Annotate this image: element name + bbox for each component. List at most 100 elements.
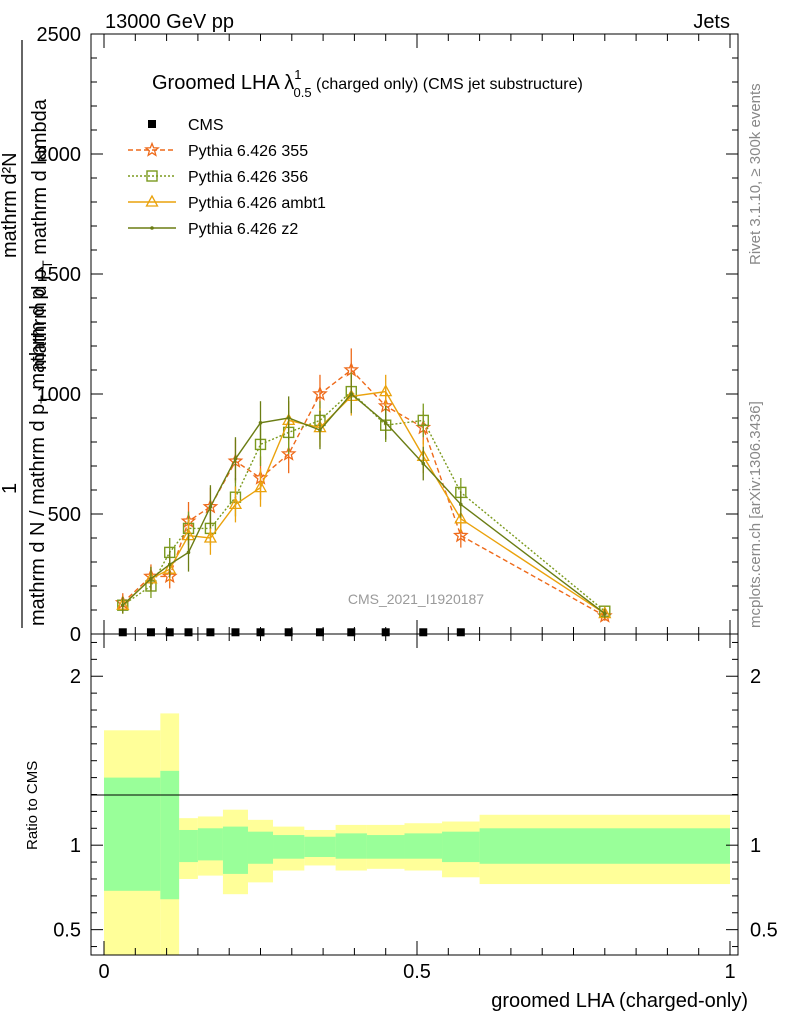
legend-label-p356: Pythia 6.426 356 xyxy=(188,169,308,186)
legend-label-p355: Pythia 6.426 355 xyxy=(188,143,308,160)
data-point-ambt1 xyxy=(253,480,268,493)
data-point-cms xyxy=(315,628,324,637)
data-point-ambt1 xyxy=(228,497,243,510)
data-point-cms xyxy=(165,628,174,637)
ylabel-one: 1 xyxy=(0,483,21,494)
main-y-tick-label: 2000 xyxy=(37,144,82,166)
data-point-ambt1 xyxy=(454,511,468,524)
x-tick-label: 0 xyxy=(98,961,109,983)
series-layer xyxy=(114,348,613,623)
mcplots-label: mcplots.cern.ch [arXiv:1306.3436] xyxy=(747,401,764,628)
legend-marker-ambt1 xyxy=(145,194,159,207)
legend-label-ambt1: Pythia 6.426 ambt1 xyxy=(188,195,326,212)
ratio-band-inner-6 xyxy=(273,835,305,859)
ratio-band-inner-4 xyxy=(222,826,248,874)
ratio-band-inner-3 xyxy=(197,828,223,861)
x-tick-label: 1 xyxy=(724,961,735,983)
data-point-z2 xyxy=(149,577,153,581)
data-point-z2 xyxy=(383,421,388,425)
x-tick-label: 0.5 xyxy=(403,961,431,983)
data-point-z2 xyxy=(233,457,238,461)
analysis-watermark: CMS_2021_I1920187 xyxy=(348,591,484,607)
data-point-z2 xyxy=(318,428,322,432)
main-y-tick-label: 1000 xyxy=(37,384,82,406)
legend-label-cms: CMS xyxy=(188,117,224,134)
data-point-z2 xyxy=(120,603,125,607)
data-point-cms xyxy=(146,628,155,637)
data-point-cms xyxy=(118,628,127,637)
ylabel-numerator-1: mathrm d²N xyxy=(0,152,21,258)
data-point-z2 xyxy=(349,392,354,396)
ratio-y-tick-label: 1 xyxy=(70,835,81,857)
series-line-p356 xyxy=(122,390,606,612)
header-right: Jets xyxy=(693,11,730,33)
data-point-cms xyxy=(284,628,293,637)
ylabel-denominator: mathrm d N / mathrm d pT mathrm d p xyxy=(27,288,53,626)
series-ambt1 xyxy=(116,374,612,619)
main-y-tick-label: 2500 xyxy=(37,24,82,46)
header-left: 13000 GeV pp xyxy=(105,11,234,33)
data-point-p355 xyxy=(312,385,328,401)
data-point-z2 xyxy=(603,611,607,616)
legend-marker-p355 xyxy=(144,141,160,157)
ratio-band-inner-2 xyxy=(179,829,198,863)
data-point-z2 xyxy=(167,562,172,567)
ratio-y-tick-label-right: 0.5 xyxy=(750,920,778,942)
ratio-band-inner-10 xyxy=(404,833,443,859)
legend-marker-p356 xyxy=(146,170,158,182)
series-p355 xyxy=(114,348,613,623)
ratio-y-tick-label-right: 2 xyxy=(750,666,761,688)
ratio-band-inner-0 xyxy=(104,777,161,891)
data-point-cms xyxy=(381,628,390,637)
series-p356 xyxy=(117,372,611,617)
data-point-cms xyxy=(256,628,265,637)
ratio-y-tick-label: 2 xyxy=(70,666,81,688)
series-line-p355 xyxy=(122,369,606,617)
ratio-uncertainty-bands xyxy=(104,713,730,955)
ratio-band-inner-7 xyxy=(304,836,336,858)
data-point-cms xyxy=(184,628,193,637)
data-point-p355 xyxy=(280,445,297,461)
data-point-z2 xyxy=(459,502,463,507)
ratio-y-label: Ratio to CMS xyxy=(24,761,41,850)
data-point-ambt1 xyxy=(203,530,218,543)
series-z2 xyxy=(120,374,607,619)
ratio-band-inner-11 xyxy=(442,831,480,863)
ratio-y-tick-label-right: 1 xyxy=(750,835,761,857)
x-axis-label: groomed LHA (charged-only) xyxy=(491,990,748,1012)
main-y-tick-label: 0 xyxy=(70,624,81,646)
rivet-label: Rivet 3.1.10, ≥ 300k events xyxy=(747,83,764,265)
data-point-cms xyxy=(347,628,356,637)
data-point-ambt1 xyxy=(379,384,393,397)
series-line-z2 xyxy=(122,393,606,615)
legend: CMS Pythia 6.426 355 Pythia 6.426 356 Pythi… xyxy=(128,117,326,238)
cms-points xyxy=(118,628,465,637)
ratio-band-inner-9 xyxy=(366,835,405,859)
ratio-band-inner-5 xyxy=(247,831,274,864)
main-y-label: mathrm d²N mathrm d pT mathrm d lambda 1… xyxy=(0,40,55,628)
ylabel-numerator-2: mathrm d pT mathrm d lambda xyxy=(29,98,55,370)
data-point-z2 xyxy=(286,416,291,420)
main-y-tick-label: 500 xyxy=(48,504,81,526)
data-point-p355 xyxy=(452,527,469,543)
legend-label-z2: Pythia 6.426 z2 xyxy=(188,221,298,238)
data-point-cms xyxy=(231,628,240,637)
data-point-z2 xyxy=(421,461,426,466)
main-y-tick-label: 1500 xyxy=(37,264,82,286)
data-point-z2 xyxy=(258,421,263,425)
data-point-p356 xyxy=(417,414,429,427)
ratio-band-inner-1 xyxy=(160,770,180,900)
legend-marker-z2 xyxy=(150,226,154,230)
data-point-cms xyxy=(419,628,428,637)
data-point-z2 xyxy=(208,505,213,509)
series-line-ambt1 xyxy=(122,390,606,615)
legend-marker-cms xyxy=(148,120,156,128)
data-point-cms xyxy=(206,628,215,637)
ratio-y-tick-label: 0.5 xyxy=(53,920,81,942)
data-point-z2 xyxy=(186,550,191,555)
plot-title: Groomed LHA λ1 0.5 (charged only) (CMS je… xyxy=(152,67,583,100)
data-point-cms xyxy=(456,628,465,637)
ratio-band-inner-8 xyxy=(335,833,367,859)
ratio-band-inner-12 xyxy=(479,828,730,864)
